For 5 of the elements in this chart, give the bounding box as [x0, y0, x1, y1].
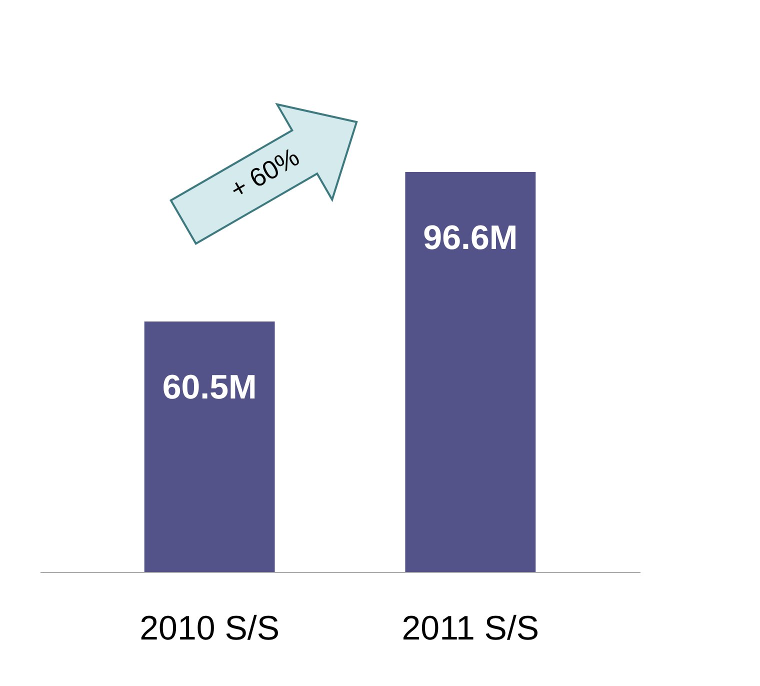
data-label: 96.6M [423, 219, 518, 257]
x-tick-label: 2011 S/S [402, 610, 540, 648]
annotation: + 60% [224, 142, 304, 205]
data-label: 60.5M [162, 368, 257, 406]
x-tick-label: 2010 S/S [140, 610, 280, 648]
